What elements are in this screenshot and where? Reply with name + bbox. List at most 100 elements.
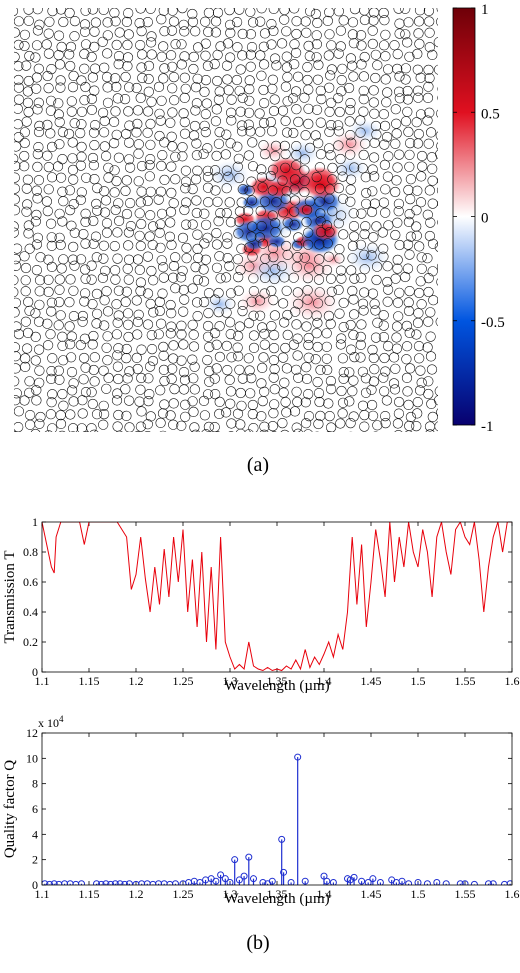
scatterer-circle	[187, 283, 198, 294]
scatterer-circle	[280, 342, 291, 354]
scatterer-circle	[379, 40, 390, 51]
scatterer-circle	[245, 388, 256, 399]
scatterer-circle	[101, 383, 112, 394]
scatterer-circle	[345, 319, 356, 331]
scatterer-circle	[112, 388, 123, 399]
scatterer-circle	[131, 295, 142, 306]
scatterer-circle	[112, 361, 123, 372]
scatterer-circle	[112, 421, 123, 432]
scatterer-circle	[293, 232, 304, 243]
scatterer-circle	[55, 310, 66, 321]
scatterer-circle	[180, 183, 191, 194]
scatterer-circle	[34, 418, 45, 429]
scatterer-circle	[102, 30, 113, 41]
scatterer-circle	[259, 421, 270, 432]
y-tick-label: 4	[32, 827, 38, 841]
scatterer-circle	[202, 232, 213, 243]
scatterer-circle	[102, 97, 114, 108]
scatterer-circle	[304, 50, 315, 62]
scatterer-circle	[110, 73, 121, 84]
scatterer-circle	[225, 386, 237, 397]
scatterer-circle	[291, 16, 302, 27]
scatterer-circle	[32, 8, 43, 15]
scatterer-circle	[411, 230, 422, 241]
scatterer-circle	[145, 411, 156, 422]
scatterer-circle	[436, 278, 438, 286]
scatterer-circle	[292, 240, 303, 251]
scatterer-circle	[201, 219, 212, 230]
scatterer-circle	[166, 161, 177, 172]
quality-frame	[41, 732, 513, 886]
scatterer-circle	[192, 297, 203, 308]
scatterer-circle	[112, 350, 123, 361]
scatterer-circle	[278, 207, 289, 218]
scatterer-circle	[57, 127, 69, 138]
scatterer-circle	[34, 299, 45, 310]
scatterer-circle	[225, 19, 236, 30]
scatterer-circle	[165, 299, 176, 311]
scatterer-circle	[426, 398, 437, 410]
scatterer-circle	[440, 343, 450, 353]
scatterer-circle	[381, 97, 392, 108]
scatterer-circle	[414, 241, 425, 252]
scatterer-circle	[123, 308, 134, 319]
scatterer-circle	[200, 127, 211, 138]
scatterer-circle	[86, 274, 97, 285]
scatterer-circle	[335, 25, 347, 36]
scatterer-circle	[440, 117, 450, 127]
scatterer-circle	[14, 8, 19, 17]
scatterer-circle	[154, 296, 165, 308]
scatterer-circle	[111, 81, 122, 92]
scatterer-circle	[378, 243, 389, 254]
scatterer-circle	[123, 227, 134, 238]
scatterer-circle	[303, 389, 314, 400]
scatterer-circle	[324, 82, 335, 93]
scatterer-circle	[63, 128, 75, 139]
scatterer-circle	[192, 165, 203, 176]
scatterer-circle	[348, 375, 359, 386]
scatterer-circle	[383, 64, 394, 75]
scatterer-circle	[439, 253, 449, 263]
scatterer-circle	[423, 376, 434, 387]
scatterer-circle	[259, 339, 270, 350]
scatterer-circle	[243, 353, 254, 364]
scatterer-circle	[314, 162, 326, 173]
scatterer-circle	[313, 138, 324, 149]
scatterer-circle	[280, 429, 289, 432]
scatterer-circle	[335, 339, 347, 350]
scatterer-circle	[199, 410, 210, 421]
scatterer-circle	[325, 375, 337, 387]
scatterer-circle	[14, 82, 24, 93]
scatterer-circle	[404, 249, 415, 260]
scatterer-circle	[176, 320, 187, 331]
x-tick-label: 1.2	[129, 674, 144, 688]
scatterer-circle	[222, 365, 233, 376]
quality-point	[240, 872, 248, 880]
scatterer-circle	[358, 71, 370, 82]
scatterer-circle	[403, 17, 414, 28]
scatterer-circle	[89, 26, 100, 37]
scatterer-circle	[156, 95, 167, 106]
scatterer-circle	[379, 15, 390, 26]
scatterer-circle	[244, 261, 255, 272]
scatterer-circle	[45, 329, 56, 340]
scatterer-circle	[124, 395, 135, 406]
scatterer-circle	[14, 307, 20, 318]
scatterer-circle	[424, 185, 435, 196]
quality-point	[171, 880, 179, 885]
scatterer-circle	[45, 95, 57, 106]
scatterer-circle	[368, 97, 379, 108]
scatterer-circle	[223, 171, 234, 182]
scatterer-circle	[344, 367, 355, 378]
scatterer-circle	[233, 351, 244, 362]
scatterer-circle	[24, 410, 36, 421]
scatterer-circle	[282, 71, 293, 83]
scatterer-circle	[145, 361, 156, 372]
scatterer-circle	[214, 321, 225, 332]
scatterer-circle	[324, 29, 335, 40]
scatterer-circle	[102, 331, 113, 342]
scatterer-circle	[324, 295, 335, 307]
scatterer-circle	[271, 197, 282, 208]
scatterer-circle	[189, 422, 200, 432]
quality-stems	[42, 753, 512, 885]
